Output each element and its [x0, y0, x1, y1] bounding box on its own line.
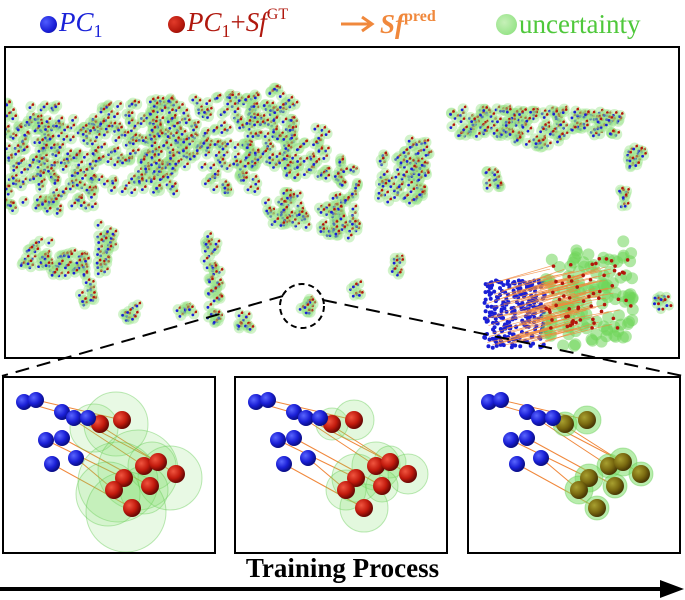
legend-item-uncertainty: uncertainty — [496, 8, 640, 40]
legend-sf-pred-label: Sfpred — [380, 8, 436, 39]
green-blob-icon — [496, 13, 517, 35]
legend-pc1-sf-gt-label: PC1+SfGT — [187, 6, 289, 41]
training-process-caption: Training Process — [245, 553, 440, 583]
point-cloud-scene — [0, 46, 680, 359]
zoom-panel-canvas — [248, 392, 429, 533]
zoom-panel-canvas — [481, 392, 654, 521]
legend-item-pc1-sf-gt: PC1+SfGT — [168, 6, 289, 41]
legend-item-pc1: PC1 — [40, 6, 103, 41]
zoom-panel-canvas — [16, 391, 203, 552]
legend-uncertainty-label: uncertainty — [519, 8, 641, 39]
legend: PC1 PC1+SfGT Sfpred uncertainty — [0, 0, 685, 46]
zoom-panel-middle — [234, 376, 448, 554]
point-cloud-canvas — [0, 82, 674, 352]
training-arrow-icon — [0, 580, 684, 598]
zoom-panel-late — [467, 376, 681, 554]
orange-arrow-icon — [341, 15, 375, 33]
zoom-panel-early — [2, 376, 216, 554]
red-point-icon — [168, 15, 185, 33]
legend-item-sf-pred: Sfpred — [340, 8, 436, 40]
blue-point-icon — [40, 15, 57, 33]
legend-pc1-label: PC1 — [59, 6, 103, 41]
